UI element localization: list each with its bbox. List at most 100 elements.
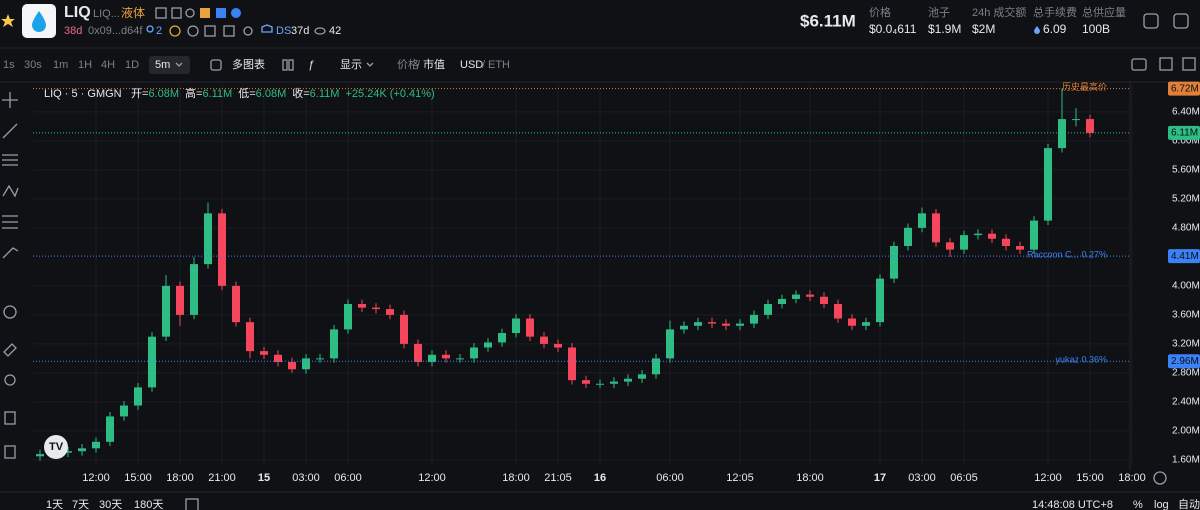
x-tick-label: 06:00 bbox=[334, 472, 362, 484]
candle-body bbox=[260, 351, 268, 355]
range[interactable]: 180天 bbox=[134, 499, 163, 510]
candle-body bbox=[722, 323, 730, 326]
readout-label: 低= bbox=[238, 87, 255, 100]
candle-body bbox=[596, 383, 604, 385]
calendar-icon[interactable] bbox=[185, 498, 199, 510]
y-tick-label: 4.00M bbox=[1172, 281, 1200, 292]
chevron bbox=[366, 62, 374, 67]
y-tick-label: 6.40M bbox=[1172, 106, 1200, 117]
link-icons[interactable] bbox=[169, 24, 273, 37]
candle-body bbox=[946, 242, 954, 250]
favorite-star[interactable] bbox=[1, 14, 15, 27]
x-tick-label: 21:05 bbox=[544, 472, 572, 484]
readout-label: 收= bbox=[292, 86, 309, 100]
drawing-tools[interactable] bbox=[2, 92, 19, 459]
candle-body bbox=[624, 378, 632, 382]
price-line-label: 历史最高价 bbox=[1062, 81, 1107, 92]
candle-body bbox=[442, 354, 450, 359]
stat-label: 24h 成交额 bbox=[972, 5, 1026, 19]
candle-body bbox=[498, 333, 506, 343]
x-tick-label: 12:00 bbox=[1034, 472, 1062, 484]
price-tag: 2.96M bbox=[1171, 356, 1199, 367]
readout-value: 6.08M bbox=[256, 88, 287, 100]
eth-toggle[interactable]: ETH bbox=[488, 59, 510, 71]
price-tag: 4.41M bbox=[1171, 251, 1199, 262]
header-icons[interactable] bbox=[155, 7, 241, 19]
candle-body bbox=[862, 322, 870, 326]
readout-label: 高= bbox=[185, 86, 202, 100]
x-tick-label: 17 bbox=[874, 472, 886, 484]
checkbox[interactable] bbox=[210, 59, 222, 71]
x-tick-label: 18:00 bbox=[1118, 472, 1146, 484]
stat-value: $0.0₄611 bbox=[869, 22, 917, 36]
candle-body bbox=[470, 347, 478, 359]
toolbar-icons[interactable]: ƒ bbox=[282, 59, 314, 71]
candle-body bbox=[680, 325, 688, 330]
candle-body bbox=[106, 416, 114, 442]
interval[interactable]: 1s bbox=[3, 59, 15, 71]
toolbar-right-icons[interactable] bbox=[1131, 57, 1196, 71]
display[interactable]: 显示 bbox=[340, 58, 362, 71]
price-toggle[interactable]: 价格 bbox=[397, 57, 419, 71]
candle-body bbox=[120, 405, 128, 417]
token-name: 液体 bbox=[121, 5, 145, 20]
readout: 开= 6.08M 高= 6.11M 低= 6.08M 收= 6.11M +25.24K (+0.… bbox=[131, 86, 435, 100]
candle-body bbox=[848, 318, 856, 326]
header-right-icons[interactable] bbox=[1143, 13, 1189, 29]
candle-body bbox=[190, 264, 198, 315]
mcap-toggle[interactable]: 市值 bbox=[423, 57, 445, 71]
readout-change: +25.24K (+0.41%) bbox=[345, 88, 434, 100]
interval[interactable]: 4H bbox=[101, 59, 115, 71]
candle-body bbox=[344, 304, 352, 330]
interval-selected-box[interactable] bbox=[149, 56, 190, 74]
tv-logo[interactable] bbox=[44, 435, 68, 459]
separator: / bbox=[417, 59, 421, 71]
candle-body bbox=[792, 294, 800, 299]
candle-body bbox=[358, 304, 366, 308]
y-tick-label: 5.20M bbox=[1172, 193, 1200, 204]
x-tick-label: 12:00 bbox=[82, 472, 110, 484]
candle-body bbox=[246, 322, 254, 352]
usd-toggle[interactable]: USD bbox=[460, 59, 483, 71]
percent-toggle[interactable]: % bbox=[1133, 499, 1143, 510]
candle-body bbox=[988, 233, 996, 239]
candle-body bbox=[960, 235, 968, 250]
candle-body bbox=[414, 343, 422, 363]
candle-body bbox=[1002, 238, 1010, 246]
candle-body bbox=[1072, 119, 1080, 121]
candle-body bbox=[372, 307, 380, 310]
stat-value: $1.9M bbox=[928, 22, 961, 36]
auto-toggle[interactable]: 自动 bbox=[1178, 498, 1200, 510]
address[interactable]: 0x09...d64f bbox=[88, 25, 143, 37]
interval[interactable]: 1m bbox=[53, 59, 68, 71]
intervals: 1s 30s 1m 1H 4H 1D bbox=[3, 59, 139, 71]
settings-icon[interactable] bbox=[1153, 471, 1167, 485]
interval[interactable]: 30s bbox=[24, 59, 42, 71]
selected-interval[interactable]: 5m bbox=[155, 59, 170, 71]
price-tag-bg bbox=[1168, 354, 1200, 369]
candle-body bbox=[1058, 119, 1066, 149]
candle-body bbox=[400, 314, 408, 344]
candle-body bbox=[302, 358, 310, 370]
interval[interactable]: 1D bbox=[125, 59, 139, 71]
y-tick-label: 3.60M bbox=[1172, 310, 1200, 321]
symbol: LIQ bbox=[64, 4, 91, 21]
clock: 14:48:08 UTC+8 bbox=[1032, 499, 1113, 510]
candle-body bbox=[456, 358, 464, 360]
stat-label: 总手续费 bbox=[1033, 5, 1077, 19]
tv-logo-mark: TV bbox=[49, 441, 64, 453]
symbol-short: LIQ... bbox=[93, 8, 120, 20]
candle-body bbox=[1044, 148, 1052, 221]
candle-body bbox=[92, 441, 100, 449]
range[interactable]: 1天 bbox=[46, 499, 63, 510]
log-toggle[interactable]: log bbox=[1154, 499, 1169, 510]
y-tick-label: 6.00M bbox=[1172, 135, 1200, 146]
price-line-label: yukaz 0.36% bbox=[1055, 355, 1107, 365]
candle-body bbox=[638, 374, 646, 379]
multi-chart[interactable]: 多图表 bbox=[232, 57, 265, 71]
candle-body bbox=[526, 318, 534, 337]
interval[interactable]: 1H bbox=[78, 59, 92, 71]
candle-body bbox=[484, 342, 492, 348]
range[interactable]: 7天 bbox=[72, 499, 89, 510]
range[interactable]: 30天 bbox=[99, 499, 122, 510]
